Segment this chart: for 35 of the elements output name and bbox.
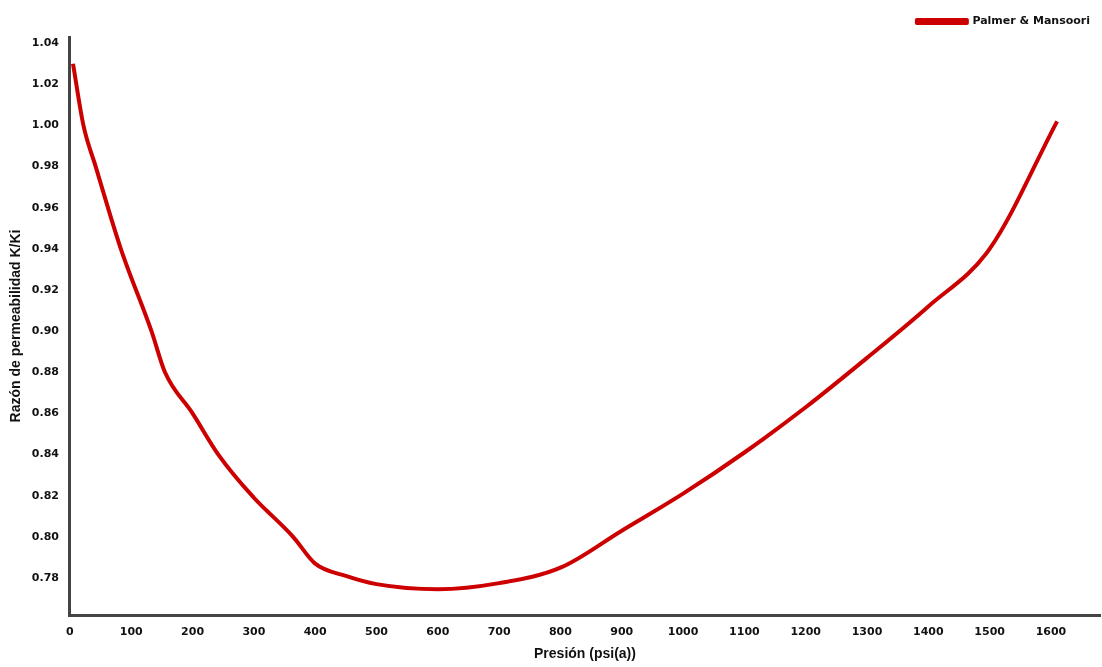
- legend-label: Palmer & Mansoori: [972, 14, 1091, 28]
- y-tick-label: 0.88: [31, 365, 59, 379]
- x-tick-label: 700: [487, 625, 511, 639]
- y-axis-title: Razón de permeabilidad K/Ki: [7, 229, 24, 423]
- x-tick-label: 900: [610, 625, 634, 639]
- x-tick-label: 1000: [667, 625, 699, 639]
- x-tick-label: 1100: [729, 625, 761, 639]
- x-tick-label: 1400: [913, 625, 944, 639]
- x-tick-label: 100: [119, 625, 144, 639]
- y-tick-label: 1.02: [31, 77, 59, 91]
- x-tick-label: 1300: [851, 625, 883, 639]
- x-tick-label: 0: [66, 625, 75, 639]
- y-tick-label: 0.82: [31, 488, 59, 502]
- y-tick-label: 0.98: [31, 159, 59, 173]
- x-tick-label: 800: [548, 625, 573, 639]
- y-tick-label: 0.84: [31, 447, 60, 461]
- x-tick-label: 1500: [974, 625, 1006, 639]
- y-tick-label: 0.92: [31, 282, 59, 296]
- x-tick-label: 1200: [790, 625, 822, 639]
- y-tick-label: 0.96: [31, 200, 60, 214]
- y-tick-label: 0.90: [31, 324, 60, 337]
- y-tick-label: 0.86: [31, 406, 60, 420]
- x-tick-label: 500: [365, 625, 389, 639]
- x-axis-title: Presión (psi(a)): [534, 645, 636, 662]
- x-tick-label: 300: [242, 625, 266, 639]
- y-tick-label: 0.80: [31, 529, 60, 543]
- y-tick-label: 0.94: [31, 241, 60, 255]
- x-tick-label: 600: [426, 625, 450, 639]
- x-tick-label: 1600: [1035, 625, 1067, 639]
- y-tick-label: 1.00: [31, 118, 60, 132]
- line-series: [71, 61, 1060, 592]
- x-tick-label: 400: [303, 625, 328, 639]
- y-tick-label: 0.78: [31, 570, 59, 584]
- y-tick-label: 1.04: [31, 36, 60, 50]
- x-tick-label: 200: [181, 625, 205, 639]
